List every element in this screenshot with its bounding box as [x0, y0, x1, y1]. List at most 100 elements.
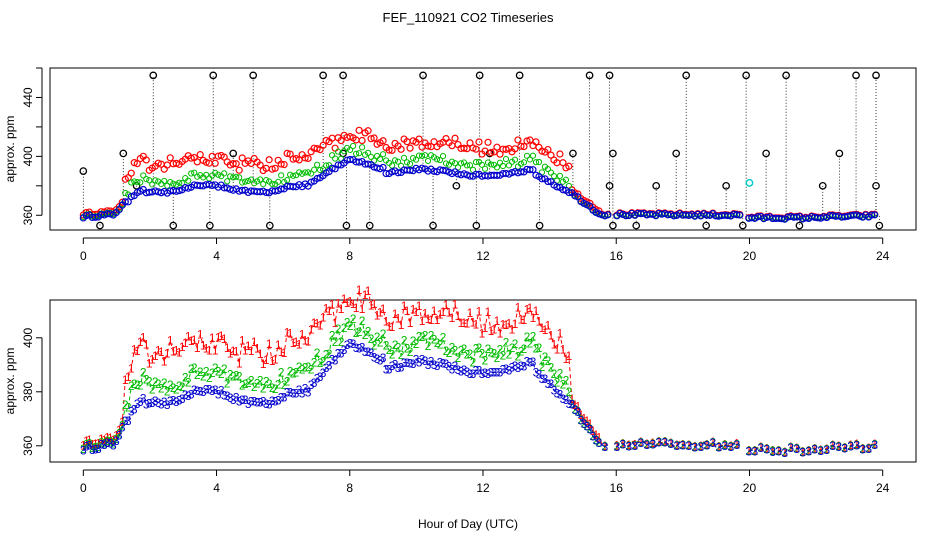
series-3-label: 3 [697, 440, 704, 454]
series1-point [163, 161, 171, 169]
series-1-label: 1 [377, 306, 384, 320]
series-2-label: 2 [674, 438, 681, 452]
series3-point [379, 163, 387, 172]
series-1-label: 1 [119, 415, 126, 429]
reference-point [206, 221, 214, 230]
series-1-label: 1 [233, 344, 240, 358]
series-3-label: 3 [200, 385, 207, 399]
series-3-label: 3 [745, 444, 752, 458]
series-3-label: 3 [296, 383, 303, 397]
series-3-label: 3 [703, 439, 710, 453]
series1-point [256, 161, 264, 169]
series-1-label: 1 [194, 341, 201, 355]
series-1-label: 1 [152, 349, 159, 363]
series2-point [472, 158, 480, 166]
y-tick-label: 400 [21, 146, 35, 166]
series3-point [553, 183, 561, 191]
series2-point [502, 155, 510, 163]
series-2-label: 2 [395, 341, 402, 355]
series-1-label: 1 [596, 431, 603, 445]
series-2-label: 2 [733, 437, 740, 451]
series-1-label: 1 [449, 311, 456, 325]
series-3-label: 3 [787, 441, 794, 455]
series-3-label: 3 [422, 354, 429, 368]
series3-point [526, 166, 534, 174]
series-1-label: 1 [323, 302, 330, 316]
series-3-label: 3 [416, 355, 423, 369]
series-1-label: 1 [563, 352, 570, 366]
series-1-label: 1 [626, 438, 633, 452]
series-2-label: 2 [410, 334, 417, 348]
series-2-label: 2 [83, 437, 90, 451]
series-1-label: 1 [554, 342, 561, 356]
series-2-label: 2 [473, 341, 480, 355]
series-2-label: 2 [551, 367, 558, 381]
series1-point [385, 146, 393, 154]
series-3-label: 3 [317, 370, 324, 384]
cyan-point [745, 178, 754, 187]
series-3-label: 3 [101, 438, 108, 452]
x-tick-label: 8 [346, 481, 353, 495]
top-y-axis-label: approx. ppm [3, 116, 17, 183]
series-1-label: 1 [359, 302, 366, 316]
series-1-label: 1 [89, 437, 96, 451]
series-1-label: 1 [488, 324, 495, 338]
series-2-label: 2 [638, 435, 645, 449]
series2-point [523, 152, 531, 159]
series-2-label: 2 [422, 329, 429, 343]
top-y-axis: 360 400 440 [21, 67, 43, 225]
series-2-label: 2 [554, 375, 561, 389]
series-3-label: 3 [314, 371, 321, 385]
series-3-label: 3 [461, 363, 468, 377]
series-3-label: 3 [751, 444, 758, 458]
series-3-label: 3 [506, 363, 513, 377]
series-2-label: 2 [224, 376, 231, 390]
series-3-label: 3 [284, 386, 291, 400]
series-3-label: 3 [425, 358, 432, 372]
series-1-label: 1 [685, 438, 692, 452]
series-2-label: 2 [239, 379, 246, 393]
series-1-label: 1 [431, 304, 438, 318]
series2-point [400, 154, 408, 161]
series-1-label: 1 [662, 434, 669, 448]
series-3-label: 3 [395, 361, 402, 375]
series-3-label: 3 [173, 395, 180, 409]
series1-point [295, 156, 303, 164]
series1-point [487, 149, 495, 157]
series-2-label: 2 [563, 374, 570, 388]
series-3-label: 3 [763, 443, 770, 457]
series-3-label: 3 [182, 388, 189, 402]
series-2-label: 2 [128, 379, 135, 393]
series2-point [460, 159, 468, 166]
series-3-label: 3 [817, 444, 824, 458]
series2-point [278, 172, 285, 179]
series-3-label: 3 [362, 345, 369, 359]
series-2-label: 2 [188, 362, 195, 376]
series2-point [481, 165, 489, 172]
series-1-label: 1 [86, 433, 93, 447]
series-1-label: 1 [587, 417, 594, 431]
series-1-label: 1 [395, 312, 402, 326]
series-3-label: 3 [287, 386, 294, 400]
series-1-label: 1 [539, 321, 546, 335]
series-3-label: 3 [515, 361, 522, 375]
series3-point [622, 212, 630, 220]
reference-point [319, 71, 327, 80]
series-3-label: 3 [437, 356, 444, 370]
series-2-label: 2 [715, 440, 722, 454]
series1-point [388, 146, 396, 154]
series2-point [394, 158, 402, 165]
series-3-label: 3 [326, 359, 333, 373]
series3-point [517, 168, 525, 176]
series-3-label: 3 [251, 394, 258, 408]
series-2-label: 2 [524, 330, 531, 344]
series-3-label: 3 [452, 359, 459, 373]
series-1-label: 1 [98, 432, 105, 446]
y-tick-label: 380 [21, 381, 35, 401]
series2-point [418, 152, 426, 159]
series-2-label: 2 [566, 385, 573, 399]
series2-point [206, 175, 213, 182]
series-2-label: 2 [434, 336, 441, 350]
series-1-label: 1 [110, 433, 117, 447]
series-3-label: 3 [799, 446, 806, 460]
